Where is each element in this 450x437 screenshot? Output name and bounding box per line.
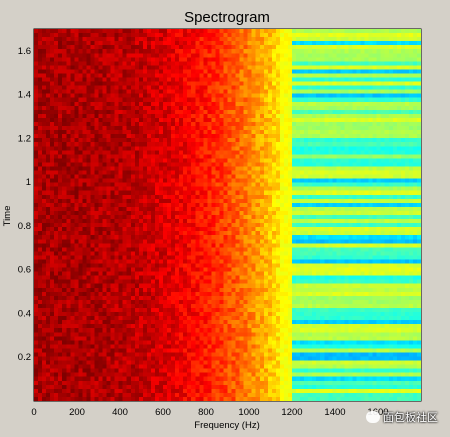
x-tick-label: 800	[198, 407, 214, 418]
y-tick-label: 1.2	[18, 133, 31, 144]
chart-title: Spectrogram	[184, 9, 270, 26]
chat-bubble-icon	[366, 411, 380, 423]
spectrogram-heatmap	[34, 29, 421, 401]
y-tick-label: 0.8	[18, 221, 31, 232]
y-axis-label: Time	[2, 206, 13, 227]
y-tick-label: 1	[26, 177, 31, 188]
y-tick-label: 0.4	[18, 308, 31, 319]
x-axis-label: Frequency (Hz)	[194, 420, 259, 431]
y-tick-label: 1.4	[18, 90, 31, 101]
x-tick-label: 600	[155, 407, 171, 418]
watermark-text: 面包板社区	[383, 411, 438, 424]
watermark: 面包板社区	[366, 409, 438, 425]
x-tick-label: 1200	[281, 407, 302, 418]
x-tick-label: 1000	[238, 407, 259, 418]
x-tick-label: 200	[69, 407, 85, 418]
x-tick-label: 1400	[324, 407, 345, 418]
x-tick-label: 400	[112, 407, 128, 418]
y-tick-label: 0.2	[18, 352, 31, 363]
y-tick-label: 1.6	[18, 46, 31, 57]
x-tick-label: 0	[31, 407, 36, 418]
y-tick-label: 0.6	[18, 265, 31, 276]
